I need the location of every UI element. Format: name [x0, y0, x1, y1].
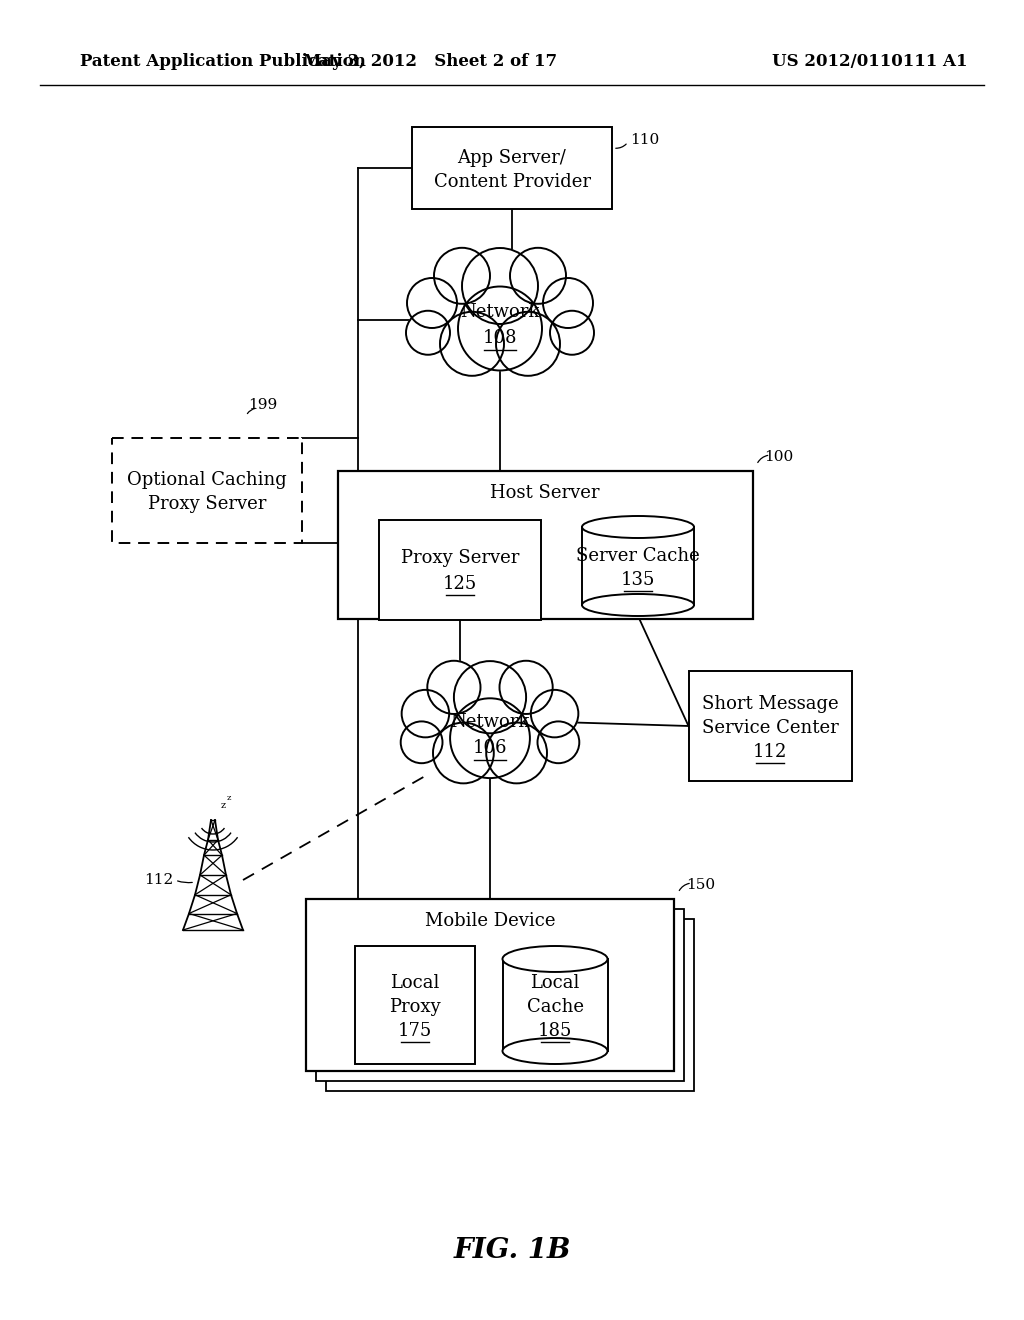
Bar	[688, 671, 852, 781]
Circle shape	[538, 722, 580, 763]
Text: 112: 112	[753, 743, 787, 762]
Circle shape	[543, 279, 593, 327]
Circle shape	[500, 661, 553, 714]
Circle shape	[407, 279, 457, 327]
Circle shape	[530, 690, 579, 738]
Text: Host Server: Host Server	[490, 484, 600, 502]
Text: z: z	[227, 795, 231, 803]
Text: Short Message: Short Message	[701, 696, 839, 713]
Circle shape	[550, 310, 594, 355]
Bar	[412, 127, 612, 209]
Text: 112: 112	[143, 873, 173, 887]
Text: Proxy Server: Proxy Server	[147, 495, 266, 513]
Text: 125: 125	[442, 576, 477, 593]
Text: 175: 175	[398, 1022, 432, 1040]
Text: US 2012/0110111 A1: US 2012/0110111 A1	[772, 54, 968, 70]
Bar	[112, 437, 302, 543]
Circle shape	[406, 310, 450, 355]
Ellipse shape	[503, 1038, 607, 1064]
Circle shape	[462, 248, 538, 323]
Text: Cache: Cache	[526, 998, 584, 1016]
Text: 100: 100	[765, 450, 794, 465]
Ellipse shape	[582, 516, 694, 539]
Text: Optional Caching: Optional Caching	[127, 471, 287, 488]
Text: 199: 199	[248, 399, 278, 412]
Text: May 3, 2012   Sheet 2 of 17: May 3, 2012 Sheet 2 of 17	[303, 54, 557, 70]
Bar	[326, 919, 694, 1092]
Bar	[316, 909, 684, 1081]
Text: Server Cache: Server Cache	[577, 546, 699, 565]
Text: 110: 110	[630, 133, 659, 147]
Ellipse shape	[582, 594, 694, 616]
Ellipse shape	[503, 946, 607, 972]
Circle shape	[401, 690, 450, 738]
Circle shape	[427, 661, 480, 714]
Bar	[306, 899, 674, 1071]
Text: 135: 135	[621, 572, 655, 589]
Text: 185: 185	[538, 1022, 572, 1040]
Bar	[355, 946, 475, 1064]
Circle shape	[486, 722, 547, 783]
Text: Local: Local	[530, 974, 580, 993]
Circle shape	[451, 698, 529, 777]
Bar	[338, 471, 753, 619]
Text: Local: Local	[390, 974, 439, 993]
Text: Network: Network	[461, 304, 540, 321]
Text: App Server/: App Server/	[458, 149, 566, 168]
Text: Content Provider: Content Provider	[433, 173, 591, 191]
Text: 150: 150	[686, 878, 715, 892]
Text: Network: Network	[451, 713, 529, 731]
Circle shape	[458, 286, 542, 371]
Circle shape	[440, 312, 504, 376]
Text: Mobile Device: Mobile Device	[425, 912, 555, 931]
Circle shape	[433, 722, 494, 783]
Circle shape	[510, 248, 566, 304]
Text: Patent Application Publication: Patent Application Publication	[80, 54, 366, 70]
Text: z: z	[221, 801, 226, 810]
Text: FIG. 1B: FIG. 1B	[454, 1237, 570, 1263]
Bar	[582, 527, 694, 605]
Text: Service Center: Service Center	[701, 719, 839, 737]
Circle shape	[454, 661, 526, 734]
Bar	[379, 520, 541, 620]
Bar	[503, 958, 607, 1051]
Text: 108: 108	[482, 329, 517, 347]
Circle shape	[400, 722, 442, 763]
Text: Proxy: Proxy	[389, 998, 440, 1016]
Text: 106: 106	[473, 739, 507, 756]
Circle shape	[434, 248, 490, 304]
Text: Proxy Server: Proxy Server	[400, 549, 519, 568]
Circle shape	[496, 312, 560, 376]
